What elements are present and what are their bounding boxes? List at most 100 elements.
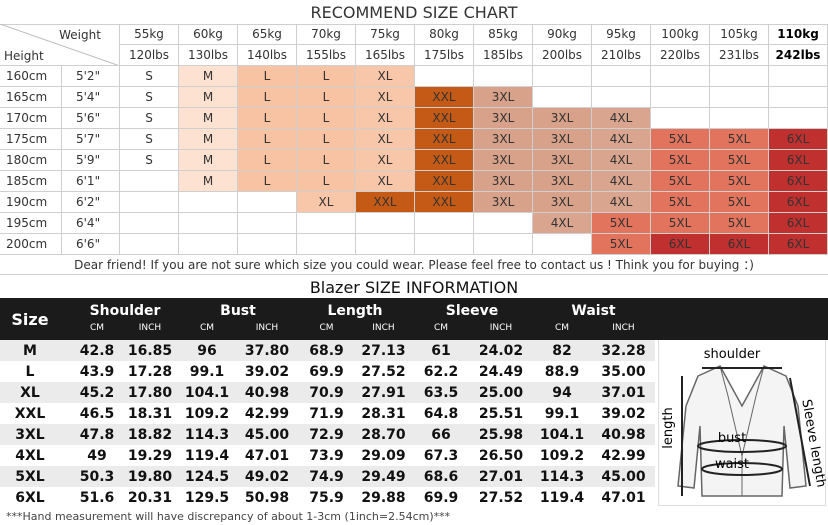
- size-cell: L: [297, 129, 356, 150]
- size-cell: L: [238, 66, 297, 87]
- unit-header: CM: [532, 320, 592, 336]
- row-bg: [0, 424, 655, 445]
- size-cell: [120, 171, 179, 192]
- size-cell: [769, 87, 828, 108]
- size-note: Dear friend! If you are not sure which s…: [0, 255, 828, 275]
- size-cell: [179, 213, 238, 234]
- size-cell: L: [297, 150, 356, 171]
- measure-value: 114.3: [539, 468, 585, 485]
- measure-value: 45.2: [79, 384, 115, 401]
- measure-value: 35.00: [601, 363, 646, 380]
- size-cell: 3XL: [533, 192, 592, 213]
- weight-lbs: 231lbs: [710, 45, 769, 66]
- measure-value: 28.31: [361, 405, 406, 422]
- size-cell: 5XL: [710, 129, 769, 150]
- weight-lbs: 220lbs: [651, 45, 710, 66]
- size-cell: [651, 87, 710, 108]
- size-cell: [533, 234, 592, 255]
- size-cell: L: [238, 108, 297, 129]
- height-cm: 170cm: [0, 108, 62, 129]
- height-cm: 160cm: [0, 66, 62, 87]
- measure-value: 69.9: [423, 489, 459, 506]
- header-corner: [0, 24, 120, 66]
- measure-value: 24.49: [478, 363, 524, 380]
- size-name: M: [23, 342, 37, 359]
- size-cell: S: [120, 108, 179, 129]
- unit-header: INCH: [236, 320, 298, 336]
- row-bg: [0, 466, 655, 487]
- unit-header: INCH: [355, 320, 412, 336]
- measure-value: 42.99: [244, 405, 290, 422]
- size-cell: [120, 192, 179, 213]
- measure-value: 62.2: [423, 363, 459, 380]
- unit-header: CM: [72, 320, 122, 336]
- measure-value: 27.52: [478, 489, 524, 506]
- size-cell: S: [120, 87, 179, 108]
- measure-value: 37.01: [601, 384, 646, 401]
- size-cell: M: [179, 150, 238, 171]
- height-cm: 180cm: [0, 150, 62, 171]
- size-cell: XL: [356, 171, 415, 192]
- row-bg: [0, 487, 655, 508]
- size-cell: XL: [297, 192, 356, 213]
- measure-value: 29.49: [361, 468, 406, 485]
- height-inch: 5'4": [62, 87, 120, 108]
- measure-value: 45.00: [244, 426, 290, 443]
- height-cm: 200cm: [0, 234, 62, 255]
- measure-value: 124.5: [184, 468, 230, 485]
- size-cell: XL: [356, 66, 415, 87]
- size-cell: L: [238, 150, 297, 171]
- weight-lbs: 185lbs: [474, 45, 533, 66]
- size-cell: 6XL: [769, 150, 828, 171]
- weight-kg: 65kg: [238, 24, 297, 45]
- size-cell: [238, 192, 297, 213]
- waist-label: waist: [715, 457, 749, 472]
- measure-value: 27.01: [478, 468, 524, 485]
- size-cell: S: [120, 129, 179, 150]
- size-cell: [474, 213, 533, 234]
- measure-value: 119.4: [184, 447, 230, 464]
- measure-value: 40.98: [601, 426, 646, 443]
- measure-value: 61: [431, 342, 451, 359]
- size-cell: XXL: [415, 150, 474, 171]
- size-name: XXL: [14, 405, 46, 422]
- weight-kg: 80kg: [415, 24, 474, 45]
- measure-value: 68.9: [309, 342, 344, 359]
- unit-header: INCH: [122, 320, 178, 336]
- row-bg: [0, 382, 655, 403]
- measure-value: 40.98: [244, 384, 290, 401]
- shoulder-label: shoulder: [704, 347, 761, 362]
- size-cell: 5XL: [592, 213, 651, 234]
- unit-header: CM: [298, 320, 355, 336]
- size-cell: 6XL: [769, 213, 828, 234]
- measure-header: Shoulder: [72, 300, 178, 322]
- size-cell: 3XL: [474, 171, 533, 192]
- measure-value: 75.9: [309, 489, 344, 506]
- measure-value: 25.00: [478, 384, 524, 401]
- size-cell: XXL: [415, 87, 474, 108]
- measure-value: 73.9: [309, 447, 344, 464]
- height-inch: 6'2": [62, 192, 120, 213]
- size-cell: L: [238, 129, 297, 150]
- measure-value: 49.02: [244, 468, 290, 485]
- size-cell: 5XL: [710, 192, 769, 213]
- size-name: 6XL: [15, 489, 45, 506]
- weight-kg: 75kg: [356, 24, 415, 45]
- measure-value: 69.9: [309, 363, 344, 380]
- size-cell: XXL: [415, 192, 474, 213]
- size-cell: L: [238, 87, 297, 108]
- size-cell: 3XL: [474, 192, 533, 213]
- size-cell: 5XL: [651, 213, 710, 234]
- size-cell: 6XL: [651, 234, 710, 255]
- measure-value: 39.02: [244, 363, 290, 380]
- size-cell: XL: [356, 129, 415, 150]
- size-cell: XL: [356, 150, 415, 171]
- size-cell: [592, 66, 651, 87]
- size-name: 4XL: [15, 447, 45, 464]
- measure-value: 29.88: [361, 489, 406, 506]
- measure-value: 24.02: [478, 342, 524, 359]
- size-cell: 5XL: [651, 192, 710, 213]
- height-cm: 190cm: [0, 192, 62, 213]
- size-cell: 4XL: [533, 213, 592, 234]
- size-cell: [356, 234, 415, 255]
